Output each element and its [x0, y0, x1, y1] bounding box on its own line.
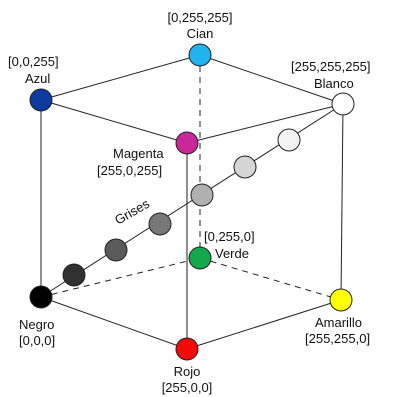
rojo-vertex — [175, 337, 199, 361]
cube-edges — [40, 54, 344, 350]
verde-name-label: Verde — [215, 246, 249, 261]
edge-blanco-amarillo — [340, 103, 344, 301]
grey-point-1 — [62, 263, 86, 287]
grey-points — [62, 128, 301, 287]
edge-negro-verde — [40, 257, 201, 298]
hidden-edges — [40, 55, 342, 301]
cian-value-label: [0,255,255] — [167, 10, 232, 25]
cian-vertex — [188, 43, 212, 67]
edge-cian-azul — [40, 54, 201, 101]
rojo-value-label: [255,0,0] — [162, 380, 213, 395]
edge-cian-blanco — [199, 54, 344, 105]
magenta-value-label: [255,0,255] — [97, 163, 162, 178]
negro-value-label: [0,0,0] — [19, 333, 55, 348]
amarillo-name-label: Amarillo — [315, 315, 362, 330]
azul-vertex — [29, 88, 53, 112]
grey-point-5 — [233, 155, 257, 179]
azul-name-label: Azul — [25, 71, 50, 86]
blanco-value-label: [255,255,255] — [291, 59, 371, 74]
verde-value-label: [0,255,0] — [204, 229, 255, 244]
negro-name-label: Negro — [19, 317, 54, 332]
edge-negro-rojo — [40, 296, 188, 350]
blanco-name-label: Blanco — [314, 76, 354, 91]
edge-azul-magenta — [40, 99, 188, 144]
grey-point-4 — [190, 183, 214, 207]
vertices — [29, 43, 355, 361]
blanco-vertex — [331, 92, 355, 116]
edge-verde-amarillo — [199, 257, 342, 301]
magenta-name-label: Magenta — [113, 146, 164, 161]
edge-rojo-amarillo — [186, 299, 342, 350]
grey-point-2 — [104, 238, 128, 262]
edge-magenta-blanco — [186, 103, 344, 144]
negro-vertex — [29, 285, 53, 309]
grey-point-3 — [148, 212, 172, 236]
amarillo-vertex — [329, 288, 353, 312]
magenta-vertex — [175, 131, 199, 155]
azul-value-label: [0,0,255] — [8, 54, 59, 69]
amarillo-value-label: [255,255,0] — [305, 331, 370, 346]
rojo-name-label: Rojo — [174, 364, 201, 379]
grises-label: Grises — [112, 196, 152, 228]
grey-point-6 — [277, 128, 301, 152]
verde-vertex — [188, 246, 212, 270]
cian-name-label: Cian — [187, 26, 214, 41]
